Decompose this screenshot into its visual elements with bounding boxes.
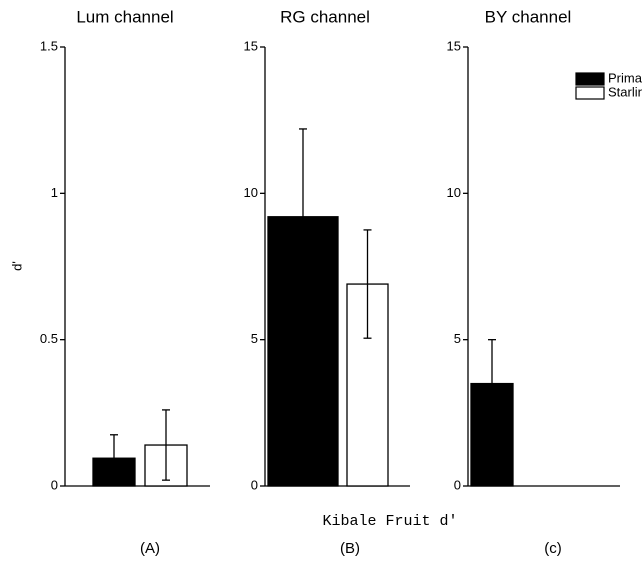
y-tick-label: 0	[251, 477, 258, 492]
y-tick-label: 0	[454, 477, 461, 492]
x-axis-label: Kibale Fruit d'	[322, 513, 457, 530]
chart-title: RG channel	[280, 7, 370, 26]
chart-title: Lum channel	[76, 7, 173, 26]
y-axis-label: d'	[9, 261, 24, 271]
y-tick-label: 0.5	[40, 331, 58, 346]
chart-title: BY channel	[485, 7, 572, 26]
y-tick-label: 10	[447, 185, 461, 200]
legend-swatch	[575, 72, 605, 86]
y-tick-label: 15	[244, 38, 258, 53]
y-tick-label: 1.5	[40, 38, 58, 53]
y-tick-label: 5	[454, 331, 461, 346]
legend-swatch	[575, 86, 605, 100]
panel-label: (c)	[544, 540, 562, 557]
panel-label: (B)	[340, 540, 360, 557]
y-tick-label: 1	[51, 185, 58, 200]
y-tick-label: 15	[447, 38, 461, 53]
y-tick-label: 5	[251, 331, 258, 346]
y-tick-label: 0	[51, 477, 58, 492]
legend-label: Starling	[608, 84, 642, 99]
panel-label: (A)	[140, 540, 160, 557]
legend-label: Primate	[608, 70, 642, 85]
y-tick-label: 10	[244, 185, 258, 200]
